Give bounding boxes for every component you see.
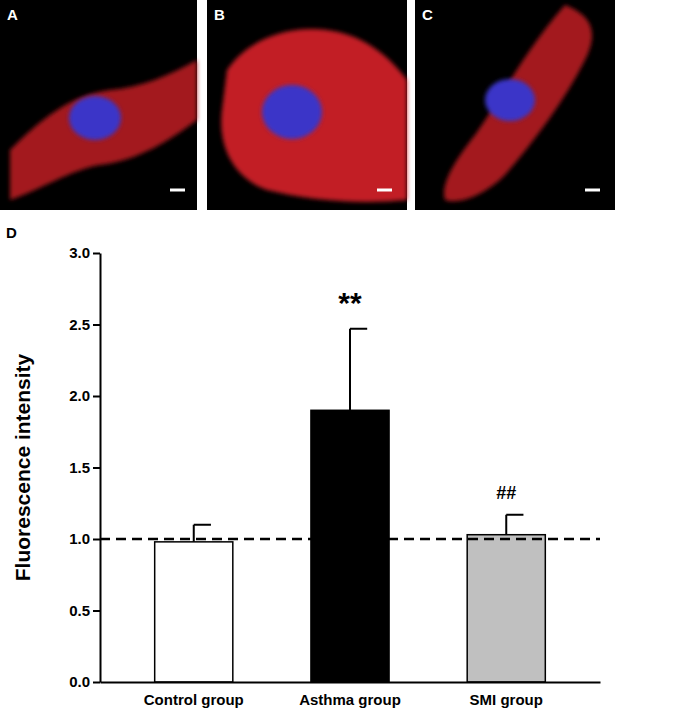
figure: A B C D ** ## 0.0 0.5 1.0 1.5 2.0 2.5 3.0 Control gro… [0, 0, 685, 716]
significance-label: ## [496, 483, 516, 503]
x-tick: Control group [144, 682, 244, 708]
y-axis: 0.0 0.5 1.0 1.5 2.0 2.5 3.0 [69, 244, 100, 690]
panel-background [207, 0, 407, 210]
scale-bar [377, 189, 392, 192]
panel-label: C [422, 6, 433, 23]
panel-label: A [7, 6, 18, 23]
y-tick-label: 2.5 [69, 316, 90, 333]
reference-line [100, 538, 600, 541]
y-tick: 0.5 [69, 602, 100, 619]
x-tick: SMI group [470, 682, 543, 708]
plot-area [100, 329, 600, 682]
y-tick: 1.5 [69, 459, 100, 476]
panel-background [415, 0, 615, 210]
y-tick-mark [93, 324, 100, 326]
y-tick-label: 0.0 [69, 673, 90, 690]
panel-label: B [214, 6, 225, 23]
y-tick: 1.0 [69, 530, 100, 547]
nucleus [69, 96, 121, 140]
y-tick: 0.0 [69, 673, 100, 690]
y-tick-mark [93, 539, 100, 541]
panel-background [0, 0, 197, 210]
y-axis-title: Fluorescence intensity [11, 353, 34, 581]
y-tick-label: 1.5 [69, 459, 90, 476]
cell [10, 60, 197, 200]
image-panel: B [207, 0, 407, 210]
bar [311, 410, 389, 682]
x-tick-label: SMI group [470, 691, 543, 708]
error-bar [506, 515, 523, 535]
panel-label: D [6, 224, 17, 241]
y-tick-label: 0.5 [69, 602, 90, 619]
cell [444, 5, 592, 201]
significance-label: ** [338, 286, 362, 319]
bar [467, 535, 545, 682]
x-axis-line [101, 682, 601, 684]
scale-bar [170, 189, 185, 192]
y-tick-mark [93, 467, 100, 469]
error-bar [350, 329, 367, 411]
y-tick-label: 1.0 [69, 530, 90, 547]
y-tick-mark [93, 396, 100, 398]
scale-bar [585, 189, 600, 192]
bar [155, 542, 233, 682]
y-tick-mark [93, 610, 100, 612]
x-tick-label: Asthma group [299, 691, 401, 708]
y-tick: 3.0 [69, 244, 100, 261]
x-tick-label: Control group [144, 691, 244, 708]
x-axis: Control group Asthma group SMI group [101, 682, 601, 708]
y-tick-label: 2.0 [69, 387, 90, 404]
y-tick-mark [93, 682, 100, 684]
image-panel: C [415, 0, 615, 210]
y-tick: 2.5 [69, 316, 100, 333]
cell [221, 29, 407, 202]
y-tick: 2.0 [69, 387, 100, 404]
image-panel: A [0, 0, 197, 210]
nucleus [262, 85, 322, 139]
y-tick-mark [93, 253, 100, 255]
x-tick: Asthma group [299, 682, 401, 708]
nucleus [485, 79, 535, 121]
y-tick-label: 3.0 [69, 244, 90, 261]
